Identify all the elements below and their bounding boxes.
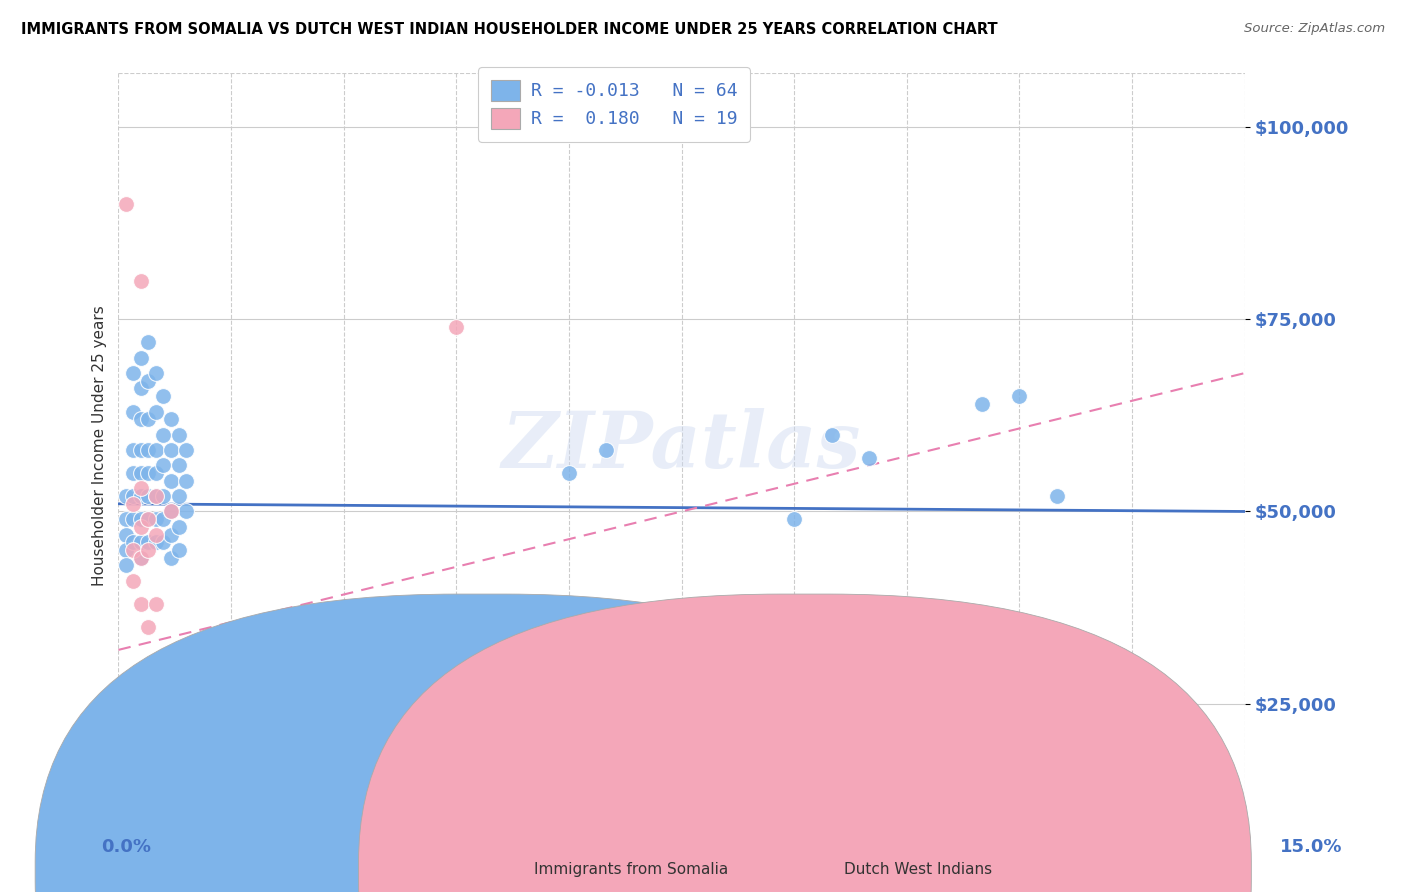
Point	[167, 489, 190, 503]
Point	[1008, 389, 1031, 403]
Point	[129, 550, 152, 565]
Point	[138, 412, 160, 426]
Point	[138, 335, 160, 350]
Point	[145, 489, 167, 503]
Point	[122, 535, 145, 549]
Point	[167, 458, 190, 473]
Point	[129, 412, 152, 426]
Point	[129, 381, 152, 395]
Point	[129, 535, 152, 549]
Point	[145, 512, 167, 526]
Point	[145, 535, 167, 549]
Point	[138, 374, 160, 388]
Point	[167, 543, 190, 558]
Point	[145, 466, 167, 480]
Point	[115, 543, 138, 558]
Point	[160, 474, 183, 488]
Point	[122, 497, 145, 511]
Point	[129, 520, 152, 534]
Point	[160, 504, 183, 518]
Point	[160, 504, 183, 518]
Text: ZIPatlas: ZIPatlas	[502, 408, 862, 484]
Point	[122, 489, 145, 503]
Point	[558, 466, 581, 480]
Y-axis label: Householder Income Under 25 years: Householder Income Under 25 years	[93, 306, 107, 587]
Point	[145, 404, 167, 418]
Point	[174, 474, 197, 488]
Point	[138, 543, 160, 558]
Legend: R = -0.013   N = 64, R =  0.180   N = 19: R = -0.013 N = 64, R = 0.180 N = 19	[478, 67, 749, 142]
Point	[129, 512, 152, 526]
Point	[167, 520, 190, 534]
Point	[138, 512, 160, 526]
Point	[145, 442, 167, 457]
Point	[138, 489, 160, 503]
Point	[145, 597, 167, 611]
Point	[129, 274, 152, 288]
Point	[122, 442, 145, 457]
Point	[122, 543, 145, 558]
Point	[160, 412, 183, 426]
Point	[558, 735, 581, 749]
Point	[138, 442, 160, 457]
Point	[115, 558, 138, 573]
Point	[129, 442, 152, 457]
Point	[129, 466, 152, 480]
Point	[160, 527, 183, 541]
Text: 0.0%: 0.0%	[101, 838, 152, 855]
Point	[129, 482, 152, 496]
Point	[122, 512, 145, 526]
Point	[115, 512, 138, 526]
Point	[152, 389, 174, 403]
Point	[174, 442, 197, 457]
Point	[115, 527, 138, 541]
Text: Dutch West Indians: Dutch West Indians	[844, 863, 991, 877]
Point	[145, 527, 167, 541]
Point	[520, 735, 543, 749]
Point	[446, 320, 468, 334]
Point	[122, 366, 145, 380]
Text: Source: ZipAtlas.com: Source: ZipAtlas.com	[1244, 22, 1385, 36]
Point	[160, 550, 183, 565]
Point	[129, 351, 152, 365]
Point	[783, 512, 806, 526]
Point	[122, 574, 145, 588]
Point	[152, 489, 174, 503]
Point	[167, 427, 190, 442]
Point	[129, 550, 152, 565]
Point	[174, 504, 197, 518]
Point	[122, 404, 145, 418]
Point	[138, 620, 160, 634]
Point	[138, 512, 160, 526]
Point	[821, 427, 844, 442]
Text: IMMIGRANTS FROM SOMALIA VS DUTCH WEST INDIAN HOUSEHOLDER INCOME UNDER 25 YEARS C: IMMIGRANTS FROM SOMALIA VS DUTCH WEST IN…	[21, 22, 998, 37]
Point	[115, 197, 138, 211]
Point	[858, 450, 880, 465]
Point	[160, 442, 183, 457]
Point	[1046, 489, 1069, 503]
Text: 15.0%: 15.0%	[1281, 838, 1343, 855]
Point	[122, 466, 145, 480]
Point	[129, 489, 152, 503]
Point	[595, 442, 617, 457]
Point	[138, 466, 160, 480]
Point	[970, 397, 993, 411]
Point	[152, 512, 174, 526]
Point	[145, 489, 167, 503]
Point	[152, 535, 174, 549]
Point	[152, 427, 174, 442]
Text: Immigrants from Somalia: Immigrants from Somalia	[534, 863, 728, 877]
Point	[129, 597, 152, 611]
Point	[145, 366, 167, 380]
Point	[152, 458, 174, 473]
Point	[138, 535, 160, 549]
Point	[115, 489, 138, 503]
